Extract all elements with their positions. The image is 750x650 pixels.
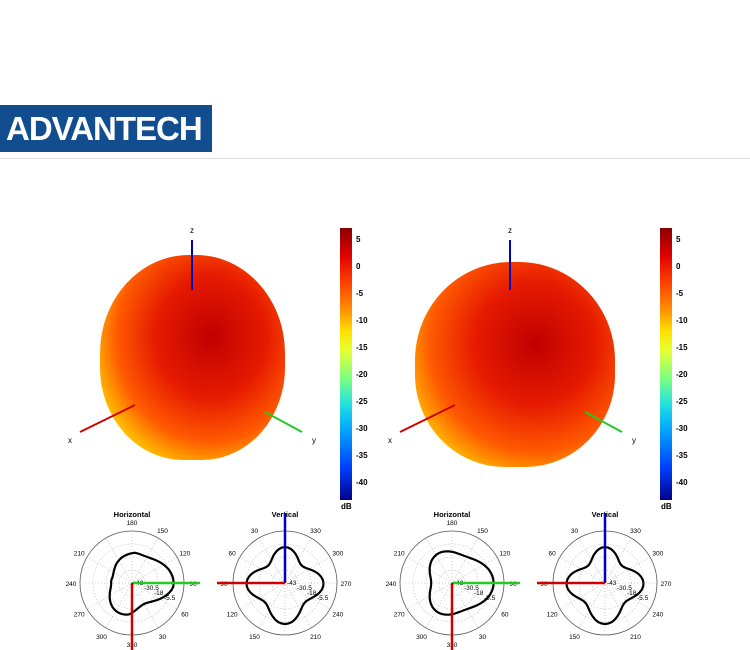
z-axis-label: z: [508, 226, 512, 235]
polar-angle-label: 90: [509, 581, 517, 588]
polar-ring-label: -18: [307, 590, 317, 597]
x-axis: [399, 404, 456, 433]
colorbar-tick: -10: [676, 316, 688, 325]
polar-ring-label: -30.5: [617, 585, 632, 592]
polar-ring-label: -43: [607, 580, 617, 587]
polar-angle-label: 300: [332, 551, 343, 558]
polar-angle-label: 330: [310, 528, 321, 535]
colorbar-tick: -35: [676, 451, 688, 460]
polar-title: Horizontal: [434, 510, 471, 519]
x-axis: [79, 404, 136, 433]
colorbar-unit: dB: [661, 502, 672, 511]
x-axis-label: x: [388, 436, 392, 445]
polar-ring-label: -5.5: [484, 595, 496, 602]
polar-angle-label: 90: [189, 581, 197, 588]
polar-ring-label: -5.5: [317, 595, 329, 602]
polar-angle-label: 150: [249, 634, 260, 641]
polar-angle-label: 60: [549, 551, 557, 558]
y-axis-label: y: [312, 436, 316, 445]
colorbar-tick: -15: [356, 343, 368, 352]
polar-ring-label: -43: [287, 580, 297, 587]
polar-angle-label: 270: [74, 612, 85, 619]
polar-angle-label: 240: [386, 581, 397, 588]
polar-ring-label: -30.5: [464, 585, 479, 592]
colorbar-tick: -40: [676, 478, 688, 487]
polar-angle-label: 30: [571, 528, 579, 535]
colorbar-tick: -5: [356, 289, 364, 298]
colorbar-tick: 5: [356, 235, 361, 244]
colorbar-tick: -30: [676, 424, 688, 433]
polar-angle-label: 120: [179, 551, 190, 558]
radiation-pattern-curve: [428, 550, 495, 616]
polar-angle-label: 270: [394, 612, 405, 619]
colorbar-tick: -25: [676, 397, 688, 406]
polar-angle-label: 210: [310, 634, 321, 641]
colorbar-left: [340, 228, 352, 500]
colorbar-unit: dB: [341, 502, 352, 511]
radiation-pattern-3d-right: [415, 262, 615, 467]
polar-angle-label: 240: [332, 612, 343, 619]
polar-angle-label: 300: [652, 551, 663, 558]
polar-angle-label: 210: [74, 551, 85, 558]
colorbar-tick: -10: [356, 316, 368, 325]
colorbar-tick: 5: [676, 235, 681, 244]
polar-ring-label: -18: [154, 590, 164, 597]
polar-angle-label: 120: [227, 612, 238, 619]
polar-angle-label: 120: [499, 551, 510, 558]
x-axis-label: x: [68, 436, 72, 445]
polar-angle-label: 180: [447, 520, 458, 527]
polar-angle-label: 60: [229, 551, 237, 558]
polar-angle-label: 150: [477, 528, 488, 535]
y-axis-label: y: [632, 436, 636, 445]
colorbar-tick: -30: [356, 424, 368, 433]
polar-angle-label: 30: [251, 528, 259, 535]
colorbar-right: [660, 228, 672, 500]
polar-angle-label: 90: [220, 581, 228, 588]
polar-ring-label: -5.5: [637, 595, 649, 602]
polar-angle-label: 60: [501, 612, 509, 619]
colorbar-tick: 0: [356, 262, 361, 271]
polar-angle-label: 330: [630, 528, 641, 535]
colorbar-tick: -35: [356, 451, 368, 460]
colorbar-tick: -40: [356, 478, 368, 487]
colorbar-tick: -15: [676, 343, 688, 352]
polar-angle-label: 60: [181, 612, 189, 619]
y-axis: [264, 411, 303, 433]
polar-angle-label: 240: [66, 581, 77, 588]
polar-ring-label: -5.5: [164, 595, 176, 602]
radiation-pattern-curve: [108, 551, 175, 616]
polar-ring-label: -18: [474, 590, 484, 597]
colorbar-tick: -20: [356, 370, 368, 379]
polar-angle-label: 150: [157, 528, 168, 535]
z-axis-label: z: [190, 226, 194, 235]
polar-angle-label: 120: [547, 612, 558, 619]
colorbar-tick: 0: [676, 262, 681, 271]
polar-ring-label: -30.5: [144, 585, 159, 592]
colorbar-tick: -5: [676, 289, 684, 298]
colorbar-tick: -20: [676, 370, 688, 379]
polar-angle-label: 270: [341, 581, 352, 588]
polar-angle-label: 150: [569, 634, 580, 641]
polar-angle-label: 210: [394, 551, 405, 558]
polar-angle-label: 90: [540, 581, 548, 588]
polar-angle-label: 30: [479, 634, 487, 641]
colorbar-tick: -25: [356, 397, 368, 406]
polar-ring-label: -30.5: [297, 585, 312, 592]
polar-ring-label: -18: [627, 590, 637, 597]
polar-angle-label: 210: [630, 634, 641, 641]
polar-angle-label: 30: [159, 634, 167, 641]
advantech-logo: ADVANTECH: [0, 105, 212, 152]
y-axis: [584, 411, 623, 433]
polar-angle-label: 270: [661, 581, 672, 588]
polar-title: Horizontal: [114, 510, 151, 519]
polar-angle-label: 300: [416, 634, 427, 641]
polar-angle-label: 240: [652, 612, 663, 619]
polar-angle-label: 300: [96, 634, 107, 641]
divider: [0, 158, 750, 159]
polar-angle-label: 180: [127, 520, 138, 527]
